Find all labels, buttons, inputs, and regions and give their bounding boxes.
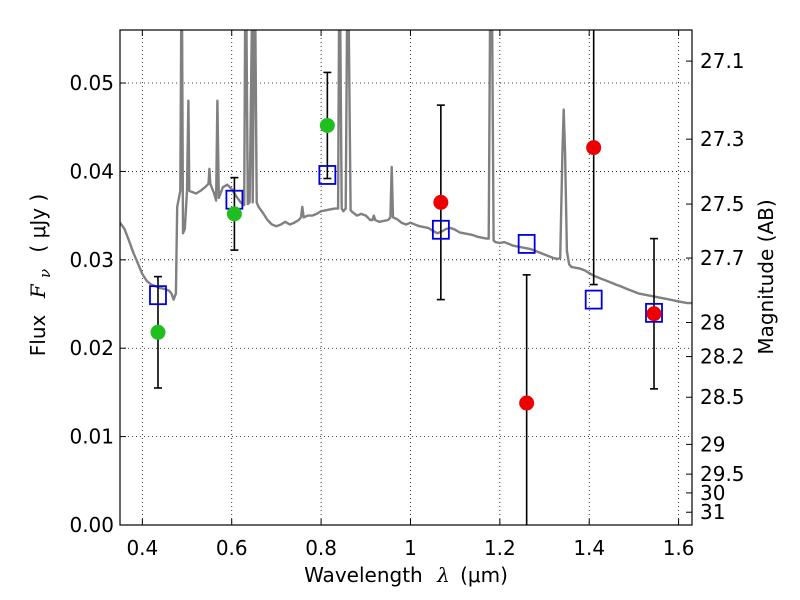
mag-tick-label: 27.3	[700, 127, 745, 151]
x-tick-label: 1	[404, 536, 417, 560]
axis-tick-labels: 0.4 0.6 0.8 1 1.2 1.4 1.6 0.00 0.01 0.02 0.03 0.04 0…	[69, 49, 744, 560]
x-tick-label: 1.4	[573, 536, 605, 560]
model-photometry-box	[645, 302, 663, 323]
observed-photometry-point	[150, 324, 166, 340]
model-photometry-box	[431, 219, 450, 240]
y-tick-label: 0.03	[69, 248, 114, 272]
observed-photometry-point	[433, 194, 449, 210]
observed-photometry-layer	[150, 117, 662, 411]
y-tick-label: 0.04	[69, 159, 114, 183]
model-spectrum-layer	[120, 30, 692, 305]
errorbar-layer	[153, 30, 659, 525]
plot-frame	[119, 29, 693, 526]
mag-tick-label: 27.7	[700, 246, 745, 270]
observed-photometry-point	[319, 117, 335, 133]
y-tick-label: 0.01	[69, 425, 114, 449]
model-photometry-box	[584, 289, 603, 310]
grid-lines	[120, 30, 692, 526]
model-photometry-box	[318, 165, 337, 185]
x-tick-label: 0.8	[305, 536, 337, 560]
mag-tick-label: 29	[700, 432, 725, 456]
x-tick-label: 0.6	[216, 536, 248, 560]
model-photometry-box	[517, 234, 536, 254]
y-axis-label: Flux F ν ( μJy )	[26, 194, 55, 356]
mag-tick-label: 27.5	[700, 192, 745, 216]
observed-photometry-point	[226, 206, 242, 222]
mag-tick-label: 28.2	[700, 345, 745, 369]
observed-photometry-point	[586, 140, 602, 156]
y-tick-label: 0.00	[69, 513, 114, 537]
x-axis-label: Wavelength λ (μm)	[304, 563, 508, 587]
observed-photometry-point	[646, 306, 662, 322]
mag-tick-label: 29.5	[700, 462, 745, 486]
y-tick-label: 0.05	[69, 71, 114, 95]
x-tick-label: 1.6	[663, 536, 695, 560]
axis-ticks	[120, 30, 692, 526]
y2-axis-label: Magnitude (AB)	[754, 199, 778, 354]
x-tick-label: 0.4	[126, 536, 158, 560]
observed-photometry-point	[519, 395, 535, 411]
model-spectrum-line	[120, 30, 692, 305]
mag-tick-label: 28	[700, 311, 725, 335]
mag-tick-label: 31	[700, 500, 725, 524]
x-tick-label: 1.2	[484, 536, 516, 560]
model-photometry-box	[149, 285, 167, 306]
y-tick-label: 0.02	[69, 336, 114, 360]
model-photometry-layer	[149, 165, 663, 323]
mag-tick-label: 27.1	[700, 49, 745, 73]
mag-tick-label: 30	[700, 481, 725, 505]
mag-tick-label: 28.5	[700, 385, 745, 409]
